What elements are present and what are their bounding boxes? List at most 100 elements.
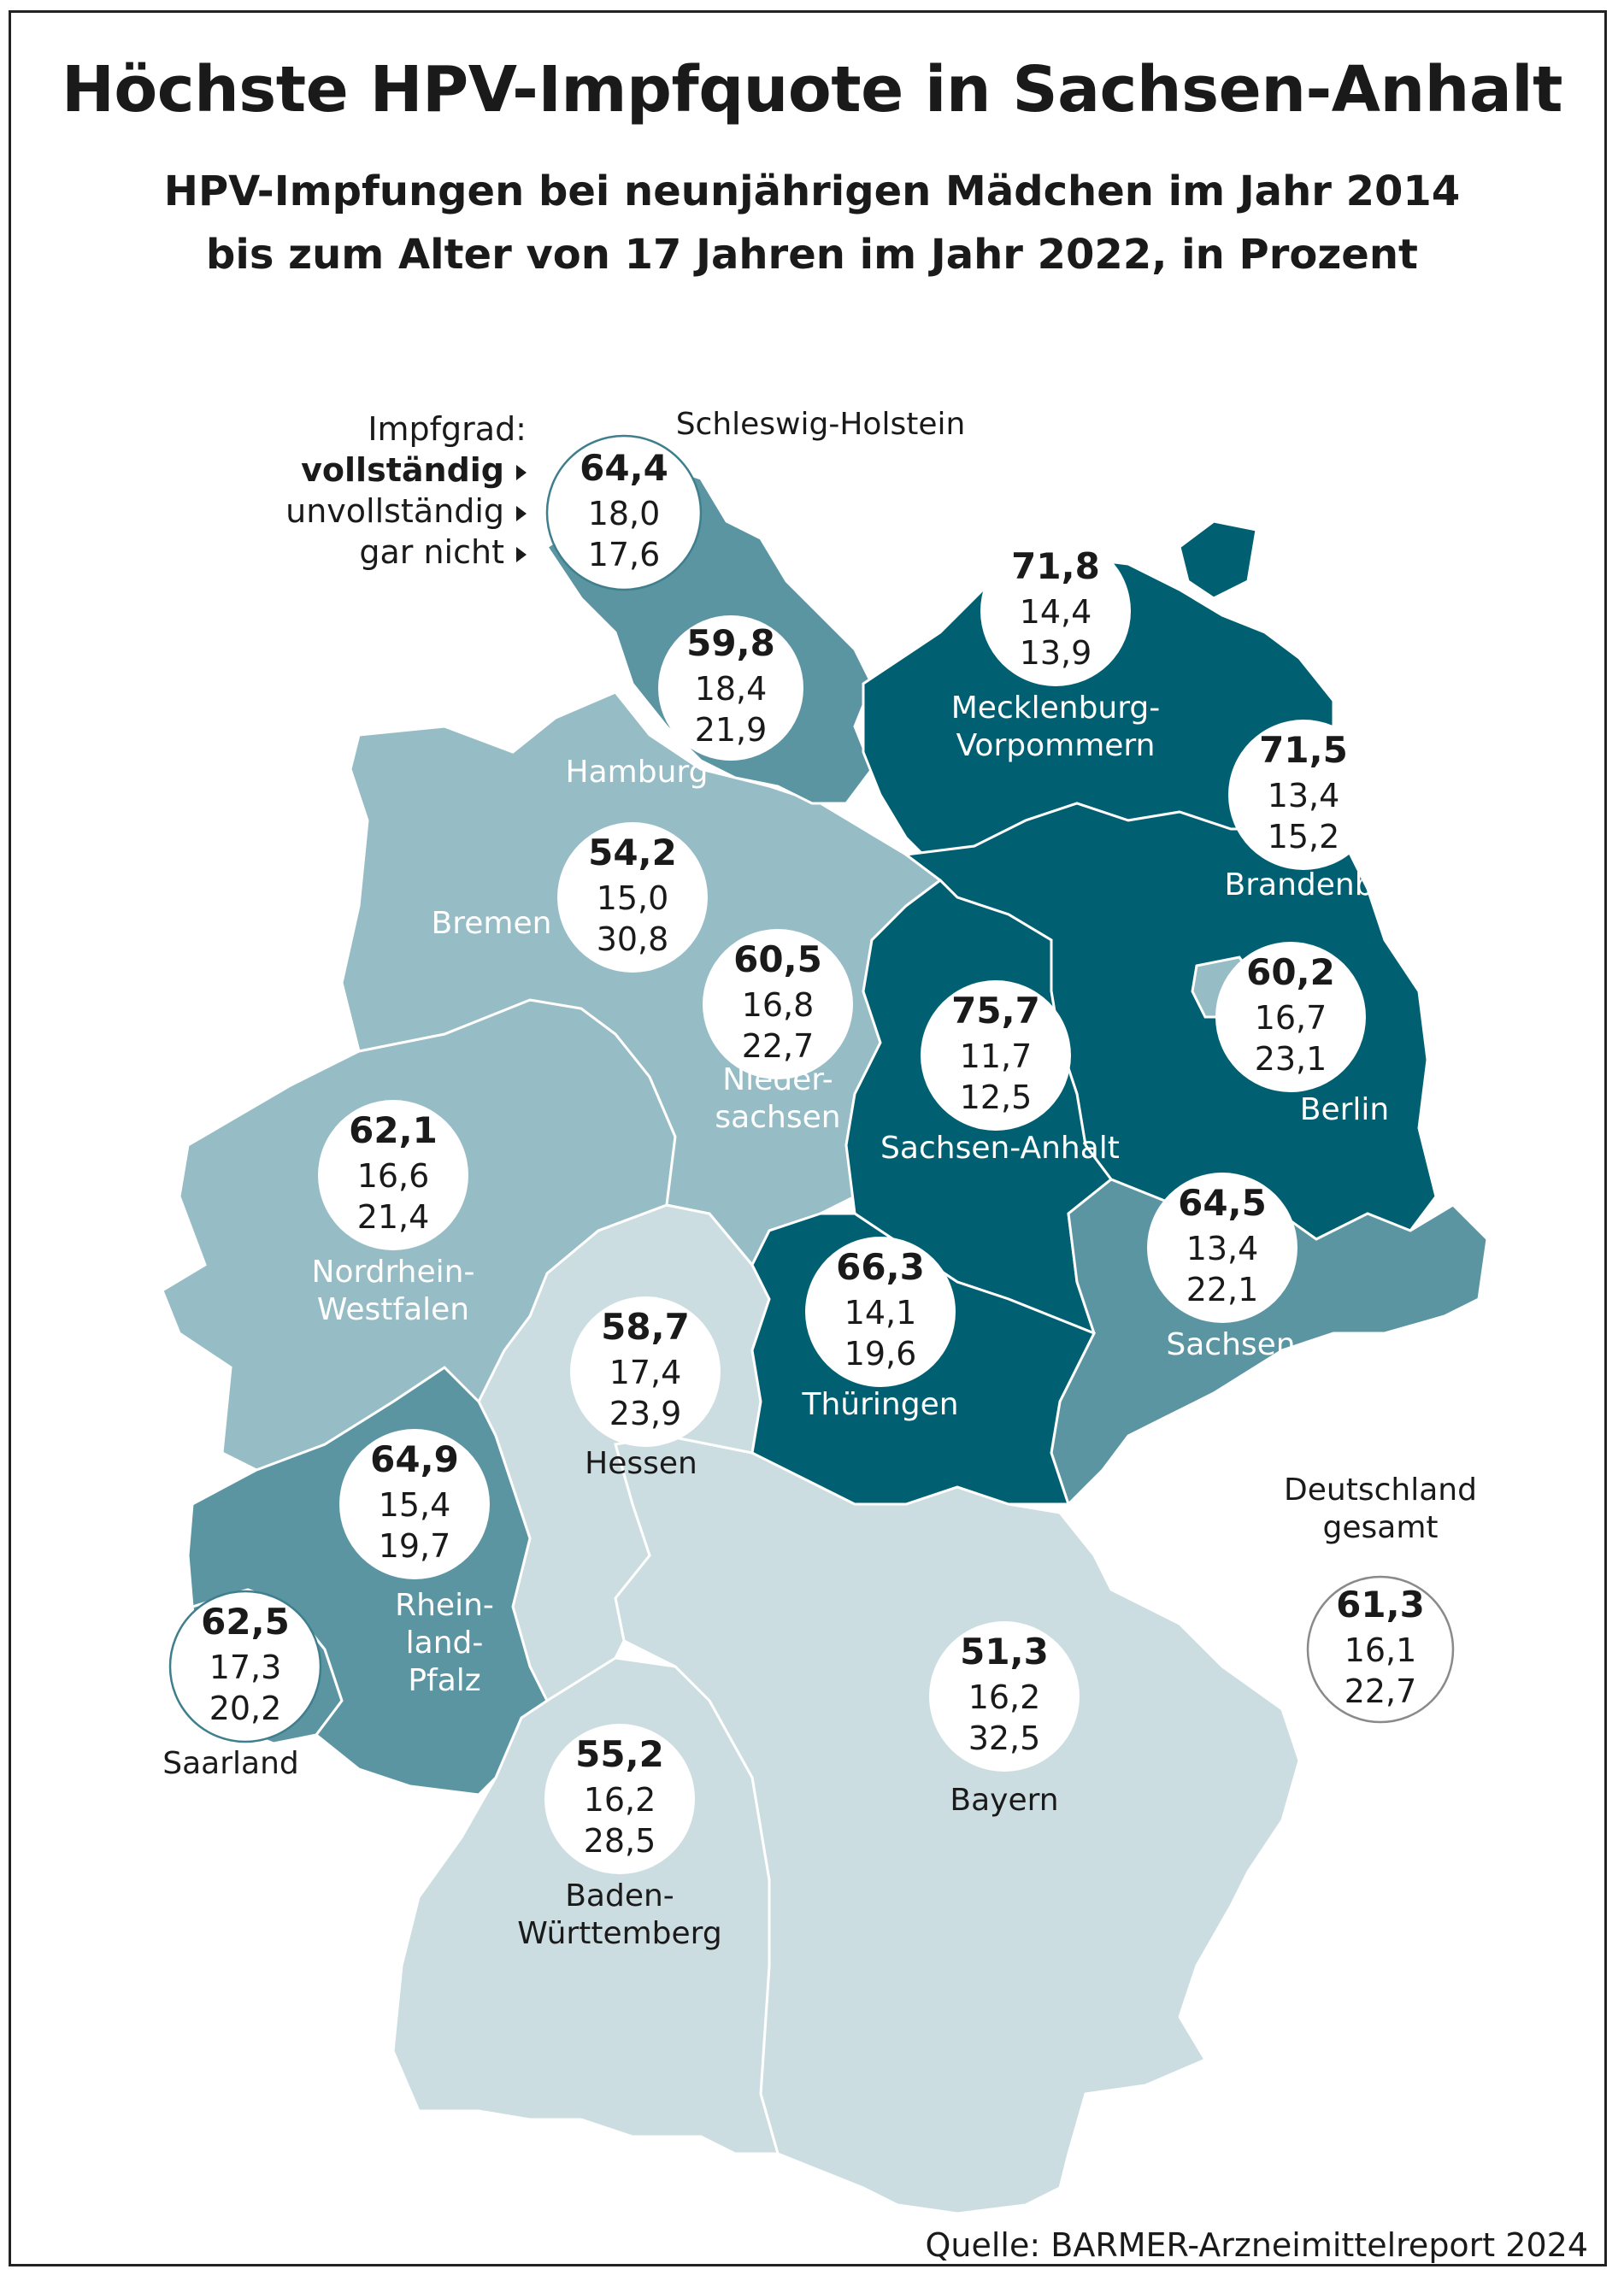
legend-heading: Impfgrad: <box>368 410 527 448</box>
subtitle-line-2: bis zum Alter von 17 Jahren im Jahr 2022… <box>206 231 1418 279</box>
subtitle-line-1: HPV-Impfungen bei neunjährigen Mädchen i… <box>163 168 1461 215</box>
value-gar-nicht-sachsen: 22,1 <box>1186 1271 1259 1308</box>
value-circle-niedersachsen: 60,5 16,822,7 <box>703 929 853 1079</box>
region-shape-ruegen <box>1178 520 1258 600</box>
value-unvollstaendig-bayern: 16,2 <box>968 1678 1041 1716</box>
region-label-bayern: Bayern <box>950 1783 1058 1818</box>
value-vollstaendig-bremen: 54,2 <box>588 832 677 873</box>
region-label-hessen: Hessen <box>585 1446 697 1481</box>
value-gar-nicht-schleswig-holstein: 17,6 <box>588 536 661 573</box>
value-circle-baden-wuerttemberg: 55,2 16,228,5 <box>544 1724 695 1874</box>
value-unvollstaendig-sachsen-anhalt: 11,7 <box>960 1038 1033 1075</box>
circle-bg-nordrhein-westfalen <box>318 1100 468 1250</box>
value-gar-nicht-brandenburg: 15,2 <box>1268 818 1340 855</box>
value-circle-bremen: 54,2 15,030,8 <box>557 822 708 973</box>
legend-label-vollstaendig: vollständig <box>301 451 504 489</box>
legend-label-unvollstaendig: unvollständig <box>285 492 504 530</box>
region-label-sachsen: Sachsen <box>1166 1327 1295 1362</box>
legend-label-gar-nicht: gar nicht <box>359 533 504 571</box>
region-label-schleswig-holstein: Schleswig-Holstein <box>676 407 966 442</box>
value-unvollstaendig-nordrhein-westfalen: 16,6 <box>357 1157 430 1195</box>
region-label-deutschland: Deutschland gesamt <box>1284 1473 1477 1545</box>
value-circle-brandenburg: 71,5 13,4 15,2 <box>1228 720 1379 870</box>
circle-bg-mecklenburg-vorpommern <box>980 536 1131 686</box>
value-unvollstaendig-berlin: 16,7 <box>1255 999 1327 1037</box>
circle-bg-bayern <box>929 1621 1080 1772</box>
value-vollstaendig-schleswig-holstein: 64,4 <box>580 447 668 489</box>
legend-item-unvollstaendig: unvollständig <box>256 491 530 532</box>
region-label-bremen: Bremen <box>432 906 552 941</box>
value-unvollstaendig-schleswig-holstein: 18,0 <box>588 495 661 532</box>
value-circle-schleswig-holstein: 64,4 18,0 17,6 <box>545 434 703 591</box>
value-unvollstaendig-baden-wuerttemberg: 16,2 <box>584 1781 656 1819</box>
value-vollstaendig-bayern: 51,3 <box>960 1631 1049 1673</box>
value-circle-hessen: 58,7 17,4 23,9 <box>570 1296 721 1447</box>
value-gar-nicht-niedersachsen: 22,7 <box>742 1027 815 1065</box>
value-unvollstaendig-sachsen: 13,4 <box>1186 1230 1259 1267</box>
value-unvollstaendig-deutschland: 16,1 <box>1345 1631 1417 1669</box>
arrow-right-icon <box>516 464 527 480</box>
value-unvollstaendig-rheinland-pfalz: 15,4 <box>379 1486 451 1524</box>
value-unvollstaendig-hessen: 17,4 <box>609 1354 682 1391</box>
value-circle-hamburg: 59,8 18,421,9 <box>658 615 803 761</box>
region-label-mecklenburg-vorpommern: Mecklenburg-Vorpommern <box>951 691 1161 763</box>
circle-bg-rheinland-pfalz <box>339 1429 490 1579</box>
arrow-right-icon <box>516 505 527 521</box>
value-unvollstaendig-niedersachsen: 16,8 <box>742 986 815 1024</box>
value-vollstaendig-deutschland: 61,3 <box>1336 1584 1425 1626</box>
value-vollstaendig-rheinland-pfalz: 64,9 <box>370 1438 459 1480</box>
region-label-berlin: Berlin <box>1300 1092 1389 1127</box>
value-unvollstaendig-bremen: 15,0 <box>597 879 669 917</box>
circle-bg-sachsen <box>1147 1173 1297 1323</box>
value-unvollstaendig-saarland: 17,3 <box>209 1649 282 1686</box>
arrow-right-icon <box>516 546 527 562</box>
circle-bg-thueringen <box>805 1237 956 1387</box>
value-unvollstaendig-brandenburg: 13,4 <box>1268 777 1340 814</box>
value-vollstaendig-niedersachsen: 60,5 <box>733 938 822 980</box>
circle-bg-saarland <box>168 1590 322 1743</box>
circle-bg-sachsen-anhalt <box>921 980 1071 1131</box>
region-label-niedersachsen: Nieder-sachsen <box>715 1062 840 1135</box>
circle-bg-hamburg <box>658 615 803 761</box>
value-circle-saarland: 62,5 17,3 20,2 <box>168 1590 322 1743</box>
outer-frame <box>9 10 1607 2266</box>
value-circle-thueringen: 66,3 14,119,6 <box>805 1237 956 1387</box>
circle-bg-niedersachsen <box>703 929 853 1079</box>
circle-bg-brandenburg <box>1228 720 1379 870</box>
source-note: Quelle: BARMER-Arzneimittelreport 2024 <box>913 2223 1595 2264</box>
value-circle-nordrhein-westfalen: 62,1 16,621,4 <box>318 1100 468 1250</box>
value-gar-nicht-deutschland: 22,7 <box>1345 1673 1417 1710</box>
circle-bg-bremen <box>557 822 708 973</box>
value-gar-nicht-nordrhein-westfalen: 21,4 <box>357 1198 430 1236</box>
value-circle-sachsen: 64,5 13,4 22,1 <box>1147 1173 1297 1323</box>
value-gar-nicht-berlin: 23,1 <box>1255 1040 1327 1078</box>
value-unvollstaendig-thueringen: 14,1 <box>844 1294 917 1332</box>
value-unvollstaendig-mecklenburg-vorpommern: 14,4 <box>1020 593 1092 631</box>
value-gar-nicht-hamburg: 21,9 <box>695 711 768 749</box>
region-label-baden-wuerttemberg: Baden-Württemberg <box>517 1878 721 1951</box>
value-circle-rheinland-pfalz: 64,9 15,419,7 <box>339 1429 490 1579</box>
value-vollstaendig-nordrhein-westfalen: 62,1 <box>349 1109 438 1151</box>
chart-title: Höchste HPV-Impfquote in Sachsen-Anhalt <box>61 53 1563 126</box>
region-label-brandenburg: Brandenburg <box>1225 867 1426 902</box>
legend-item-vollstaendig: vollständig <box>256 450 530 491</box>
value-circle-sachsen-anhalt: 75,7 11,7 12,5 <box>921 980 1071 1131</box>
value-vollstaendig-brandenburg: 71,5 <box>1259 729 1348 771</box>
value-circle-berlin: 60,2 16,723,1 <box>1215 942 1366 1092</box>
value-circle-mecklenburg-vorpommern: 71,8 14,413,9 <box>980 536 1131 686</box>
value-vollstaendig-mecklenburg-vorpommern: 71,8 <box>1011 545 1100 587</box>
value-gar-nicht-rheinland-pfalz: 19,7 <box>379 1527 451 1565</box>
value-unvollstaendig-hamburg: 18,4 <box>695 670 768 708</box>
value-gar-nicht-saarland: 20,2 <box>209 1690 282 1727</box>
region-label-sachsen-anhalt: Sachsen-Anhalt <box>880 1131 1120 1166</box>
circle-bg-deutschland <box>1306 1575 1455 1724</box>
value-vollstaendig-baden-wuerttemberg: 55,2 <box>575 1733 664 1775</box>
value-circle-bayern: 51,3 16,2 32,5 <box>929 1621 1080 1772</box>
region-label-rheinland-pfalz: Rhein-land-Pfalz <box>395 1588 494 1698</box>
value-circle-deutschland: 61,3 16,1 22,7 <box>1306 1575 1455 1724</box>
circle-bg-berlin <box>1215 942 1366 1092</box>
legend-item-gar-nicht: gar nicht <box>256 532 530 573</box>
value-vollstaendig-sachsen: 64,5 <box>1178 1182 1267 1224</box>
value-gar-nicht-thueringen: 19,6 <box>844 1335 917 1373</box>
